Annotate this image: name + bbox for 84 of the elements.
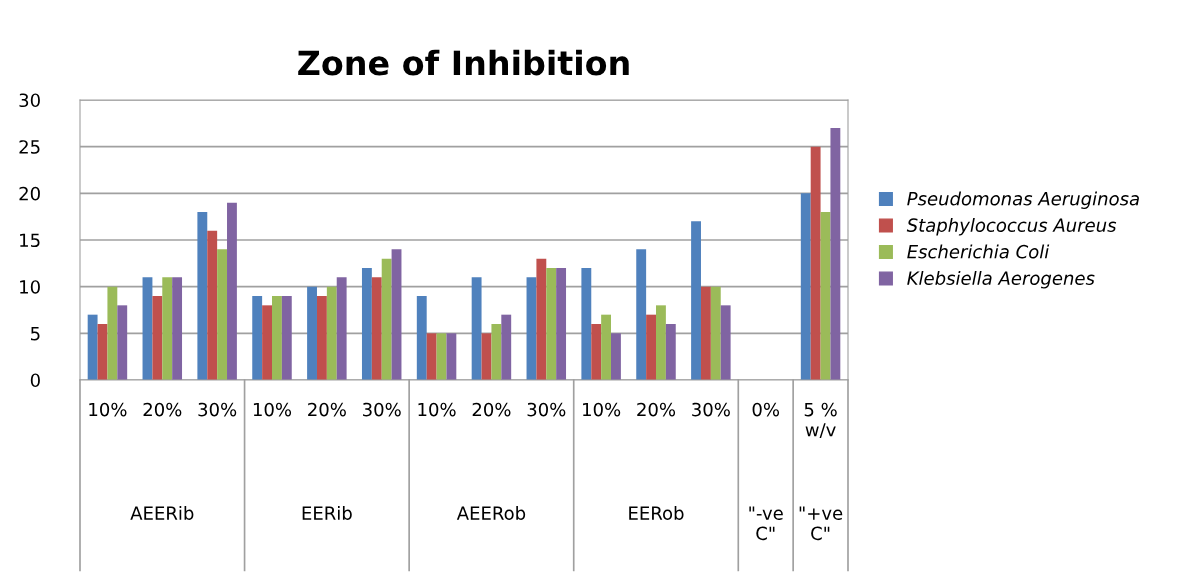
bar (446, 333, 457, 380)
bar (665, 324, 676, 380)
bar (416, 296, 427, 380)
bar (172, 277, 183, 380)
bar (326, 286, 337, 380)
bar (700, 286, 711, 380)
x-tick-label: 20% (143, 402, 182, 417)
x-tick-label: 20% (308, 402, 346, 417)
bar (526, 277, 537, 380)
bar (97, 324, 108, 380)
bar (162, 277, 173, 380)
bar (720, 305, 731, 380)
bar (252, 296, 263, 380)
bar (636, 249, 647, 380)
bar (546, 268, 557, 380)
bar (197, 212, 208, 380)
bar (217, 249, 228, 380)
bar (601, 314, 612, 380)
x-tick-label: 10% (253, 402, 292, 417)
bar (501, 314, 512, 380)
x-tick-label: 0% (752, 402, 780, 417)
y-tick-label: 15 (20, 233, 40, 248)
x-tick-label: 30% (198, 402, 237, 417)
bar (281, 296, 292, 380)
x-tick-label: 10% (583, 402, 621, 417)
chart-title: Zone of Inhibition (298, 49, 629, 76)
bar (227, 202, 237, 380)
bar (810, 146, 821, 380)
x-tick-label: 30% (527, 402, 566, 417)
text: "-ve C" (749, 506, 783, 541)
x-tick-label: 30% (363, 402, 401, 417)
bar (391, 249, 402, 380)
x-tick-label: 30% (692, 402, 730, 417)
y-tick-label: 5 (31, 327, 40, 341)
bar (87, 314, 98, 380)
bar (316, 296, 327, 380)
bar (656, 305, 666, 380)
x-tick-label: 10% (89, 402, 127, 417)
y-tick-label: 25 (19, 140, 40, 154)
x-tick-label: 20% (472, 402, 511, 417)
legend-label: Staphylococcus Aureus (906, 218, 1117, 236)
text: "+ve C" (799, 506, 843, 541)
x-tick-label: 10% (418, 402, 456, 417)
bar (611, 333, 621, 380)
bar (426, 333, 437, 380)
bar (117, 305, 128, 380)
x-tick-label: 5 % w/v (804, 402, 837, 439)
text: AEERib (130, 506, 194, 520)
bar (646, 314, 656, 380)
y-tick-label: 10 (20, 280, 40, 294)
bar (591, 324, 602, 380)
legend-label: Klebsiella Aerogenes (907, 271, 1095, 289)
x-tick-label: 20% (637, 402, 676, 417)
bar (207, 230, 218, 380)
y-tick-label: 30 (19, 93, 40, 108)
bar (436, 333, 447, 380)
bar (371, 277, 382, 380)
y-tick-label: 20 (19, 186, 40, 201)
bar (491, 324, 502, 380)
bar (262, 305, 272, 380)
bar (361, 268, 372, 380)
bar (471, 277, 482, 380)
bar (142, 277, 153, 380)
text: AEERob (456, 506, 526, 520)
bar (581, 268, 592, 380)
bar (481, 333, 492, 380)
bar (107, 286, 118, 380)
bar (272, 296, 282, 380)
bar (336, 277, 347, 380)
legend-label: Escherichia Coli (907, 244, 1050, 259)
bar (307, 286, 317, 380)
text: EERib (302, 506, 352, 520)
bar (800, 193, 811, 380)
bar (830, 128, 841, 380)
bar (152, 296, 163, 380)
legend-label: Pseudomonas Aeruginosa (907, 191, 1139, 209)
y-tick-label: 0 (30, 373, 40, 388)
bar (536, 258, 547, 380)
bar (710, 286, 721, 380)
bar (820, 212, 831, 380)
bar (381, 258, 392, 380)
bar (556, 268, 567, 380)
text: EERob (629, 506, 684, 520)
bar (691, 221, 701, 380)
